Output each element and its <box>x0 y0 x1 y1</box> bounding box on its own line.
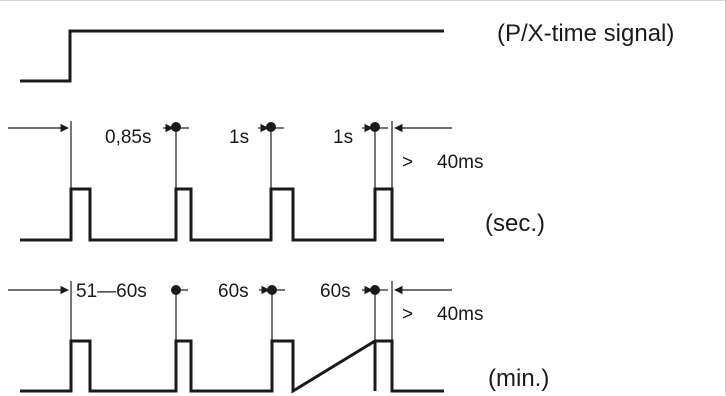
sec-interval-2: 1s <box>229 127 249 148</box>
signal-title: (P/X-time signal) <box>497 20 674 47</box>
sec-interval-3: 1s <box>333 127 353 148</box>
min-pulse-width-value: 40ms <box>437 304 483 325</box>
min-pulse-width-symbol: > <box>402 304 413 325</box>
sec-label: (sec.) <box>485 210 545 237</box>
min-interval-2: 60s <box>218 281 249 302</box>
min-interval-first: 51—60s <box>76 281 147 302</box>
sec-dot-1 <box>171 122 181 132</box>
sec-pulse-width-value: 40ms <box>437 152 483 173</box>
sec-dot-3 <box>370 122 380 132</box>
px-time-signal-waveform <box>20 29 444 83</box>
min-interval-3: 60s <box>320 281 351 302</box>
sec-interval-1: 0,85s <box>105 127 151 148</box>
min-pulse-waveform <box>20 339 444 394</box>
sec-pulse-width-symbol: > <box>402 152 413 173</box>
sec-dot-2 <box>266 122 276 132</box>
min-dot-1 <box>171 285 181 295</box>
min-label: (min.) <box>488 365 549 392</box>
sec-pulse-waveform <box>20 187 444 242</box>
